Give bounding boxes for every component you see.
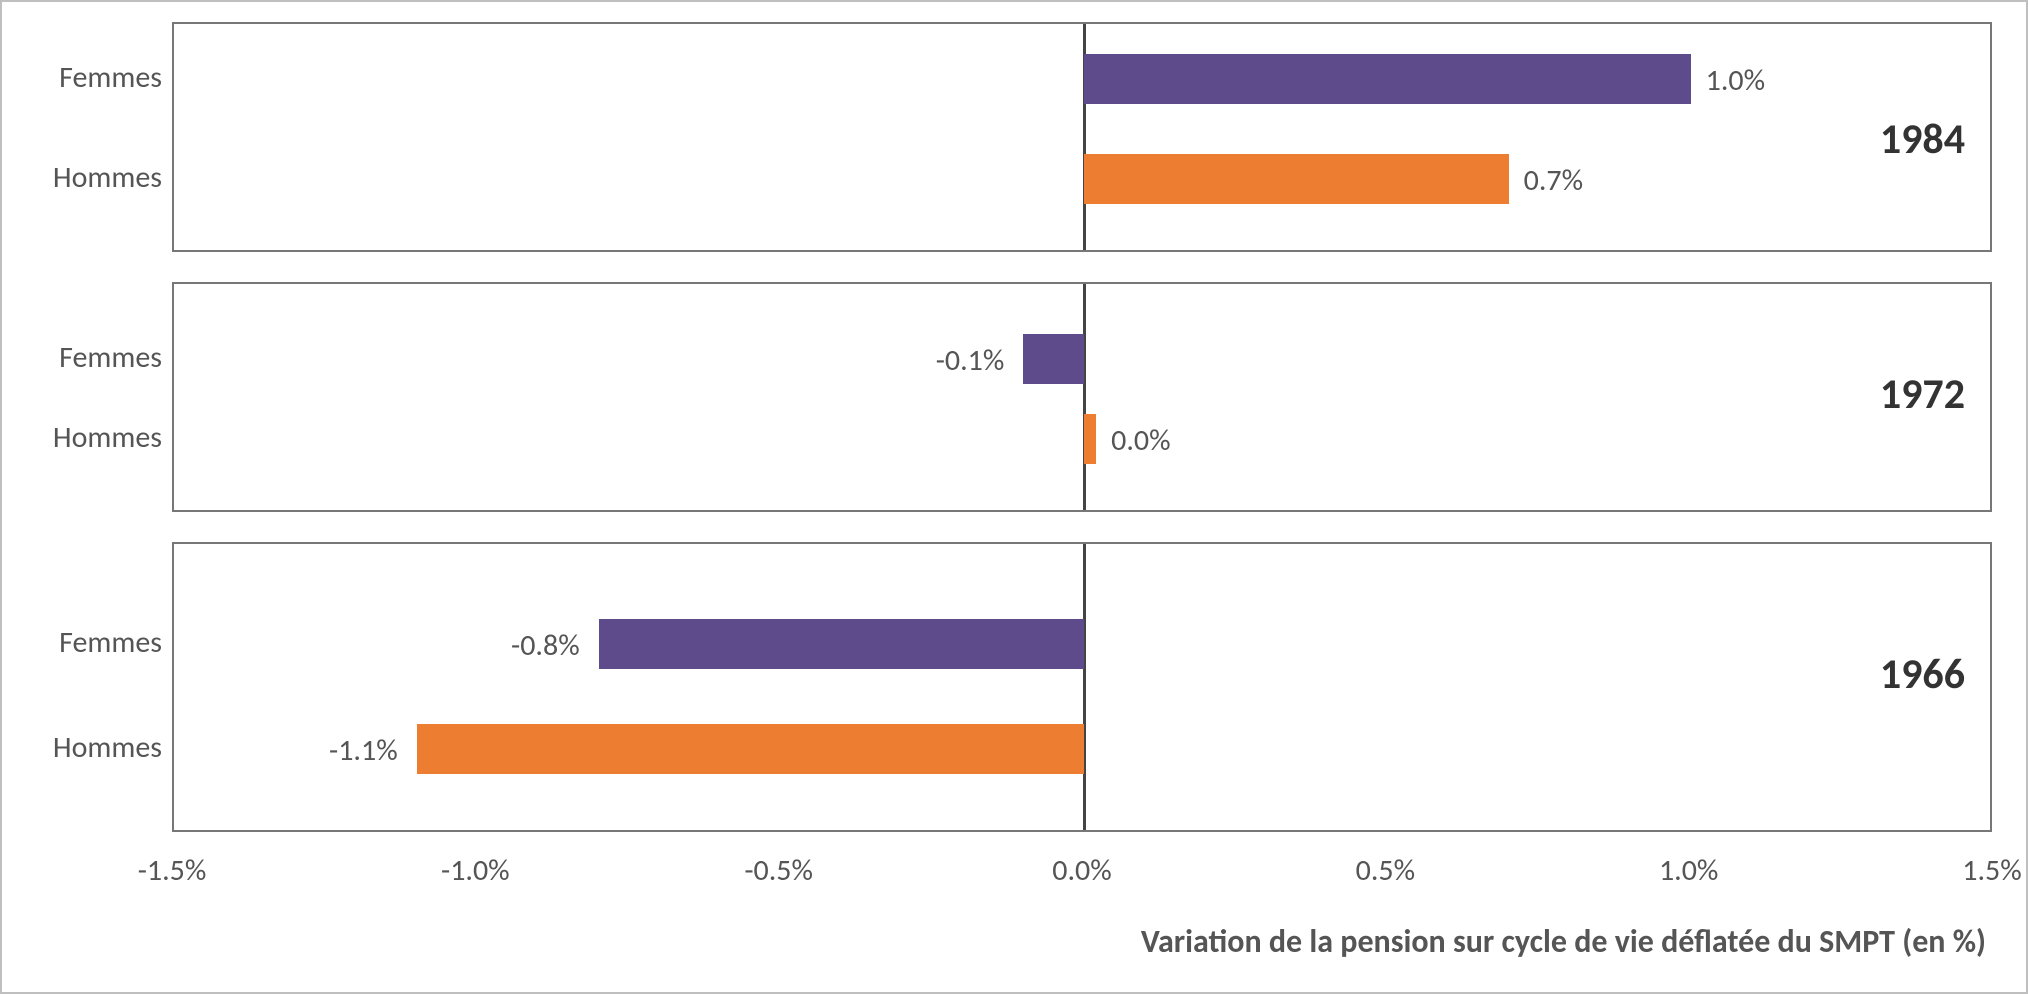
x-tick-label: -0.5% bbox=[744, 852, 813, 889]
x-tick-label: 1.5% bbox=[1962, 852, 2021, 889]
category-label-hommes: Hommes bbox=[12, 419, 162, 456]
bar-1984-hommes bbox=[1084, 154, 1509, 204]
bar-row: -1.1% bbox=[174, 724, 1990, 774]
bar-value-label: 1.0% bbox=[1706, 62, 1765, 99]
bar-1972-femmes bbox=[1023, 334, 1084, 384]
bar-value-label: -0.1% bbox=[936, 342, 1005, 379]
bar-value-label: -0.8% bbox=[511, 627, 580, 664]
bar-1984-femmes bbox=[1084, 54, 1691, 104]
zero-line bbox=[1083, 544, 1086, 830]
x-tick-label: 0.0% bbox=[1052, 852, 1111, 889]
bar-row: -0.8% bbox=[174, 619, 1990, 669]
chart-container: 19841.0%0.7%1972-0.1%0.0%1966-0.8%-1.1% … bbox=[0, 0, 2028, 994]
bar-1972-hommes bbox=[1084, 414, 1096, 464]
bar-value-label: 0.7% bbox=[1524, 162, 1583, 199]
category-label-femmes: Femmes bbox=[12, 59, 162, 96]
x-tick-label: 0.5% bbox=[1356, 852, 1415, 889]
bar-row: 0.0% bbox=[174, 414, 1990, 464]
bar-row: 0.7% bbox=[174, 154, 1990, 204]
zero-line bbox=[1083, 284, 1086, 510]
bar-row: 1.0% bbox=[174, 54, 1990, 104]
category-label-femmes: Femmes bbox=[12, 624, 162, 661]
bar-row: -0.1% bbox=[174, 334, 1990, 384]
category-label-hommes: Hommes bbox=[12, 729, 162, 766]
panel-1984: 19841.0%0.7% bbox=[172, 22, 1992, 252]
x-tick-label: -1.5% bbox=[138, 852, 207, 889]
x-tick-label: 1.0% bbox=[1659, 852, 1718, 889]
bar-value-label: 0.0% bbox=[1111, 422, 1170, 459]
category-label-hommes: Hommes bbox=[12, 159, 162, 196]
bar-1966-femmes bbox=[599, 619, 1084, 669]
plot-area: 19841.0%0.7%1972-0.1%0.0%1966-0.8%-1.1% bbox=[172, 22, 1992, 842]
panel-1972: 1972-0.1%0.0% bbox=[172, 282, 1992, 512]
x-tick-label: -1.0% bbox=[441, 852, 510, 889]
bar-value-label: -1.1% bbox=[329, 732, 398, 769]
x-axis-title: Variation de la pension sur cycle de vie… bbox=[1141, 922, 1986, 961]
category-label-femmes: Femmes bbox=[12, 339, 162, 376]
panel-1966: 1966-0.8%-1.1% bbox=[172, 542, 1992, 832]
bar-1966-hommes bbox=[417, 724, 1084, 774]
